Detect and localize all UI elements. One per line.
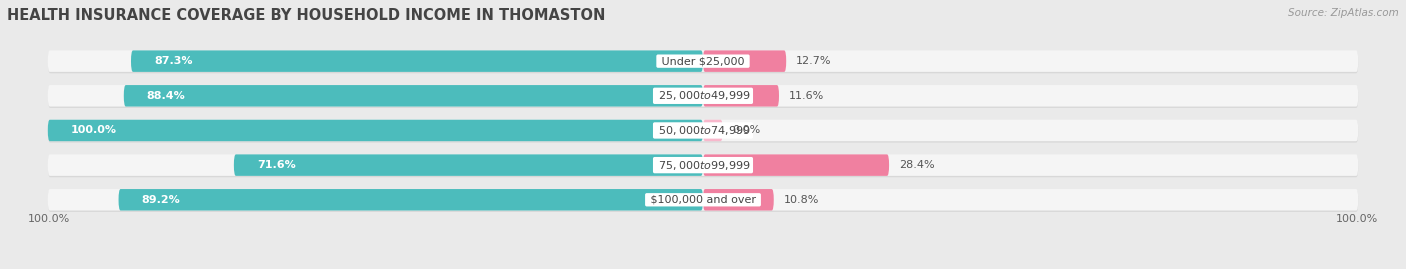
FancyBboxPatch shape <box>48 85 1358 107</box>
Text: 88.4%: 88.4% <box>146 91 186 101</box>
FancyBboxPatch shape <box>118 189 703 211</box>
Text: $25,000 to $49,999: $25,000 to $49,999 <box>655 89 751 102</box>
Text: Under $25,000: Under $25,000 <box>658 56 748 66</box>
Text: 100.0%: 100.0% <box>1336 214 1378 224</box>
FancyBboxPatch shape <box>48 50 1358 72</box>
Text: 87.3%: 87.3% <box>153 56 193 66</box>
Text: 89.2%: 89.2% <box>142 195 180 205</box>
Text: $50,000 to $74,999: $50,000 to $74,999 <box>655 124 751 137</box>
FancyBboxPatch shape <box>48 190 1358 212</box>
Text: 0.0%: 0.0% <box>733 125 761 136</box>
Text: 12.7%: 12.7% <box>796 56 831 66</box>
FancyBboxPatch shape <box>48 51 1358 73</box>
FancyBboxPatch shape <box>48 154 1358 176</box>
Text: 71.6%: 71.6% <box>257 160 295 170</box>
FancyBboxPatch shape <box>703 189 773 211</box>
FancyBboxPatch shape <box>703 85 779 107</box>
Text: 100.0%: 100.0% <box>28 214 70 224</box>
FancyBboxPatch shape <box>233 154 703 176</box>
Text: 10.8%: 10.8% <box>783 195 818 205</box>
FancyBboxPatch shape <box>48 120 703 141</box>
FancyBboxPatch shape <box>703 154 889 176</box>
FancyBboxPatch shape <box>703 50 786 72</box>
FancyBboxPatch shape <box>131 50 703 72</box>
FancyBboxPatch shape <box>48 189 1358 211</box>
FancyBboxPatch shape <box>124 85 703 107</box>
FancyBboxPatch shape <box>703 120 723 141</box>
Text: 11.6%: 11.6% <box>789 91 824 101</box>
Text: HEALTH INSURANCE COVERAGE BY HOUSEHOLD INCOME IN THOMASTON: HEALTH INSURANCE COVERAGE BY HOUSEHOLD I… <box>7 8 606 23</box>
Text: 28.4%: 28.4% <box>898 160 935 170</box>
FancyBboxPatch shape <box>48 120 1358 141</box>
FancyBboxPatch shape <box>48 86 1358 108</box>
FancyBboxPatch shape <box>48 155 1358 177</box>
Text: Source: ZipAtlas.com: Source: ZipAtlas.com <box>1288 8 1399 18</box>
FancyBboxPatch shape <box>48 121 1358 143</box>
Text: $100,000 and over: $100,000 and over <box>647 195 759 205</box>
Text: $75,000 to $99,999: $75,000 to $99,999 <box>655 159 751 172</box>
Text: 100.0%: 100.0% <box>70 125 117 136</box>
